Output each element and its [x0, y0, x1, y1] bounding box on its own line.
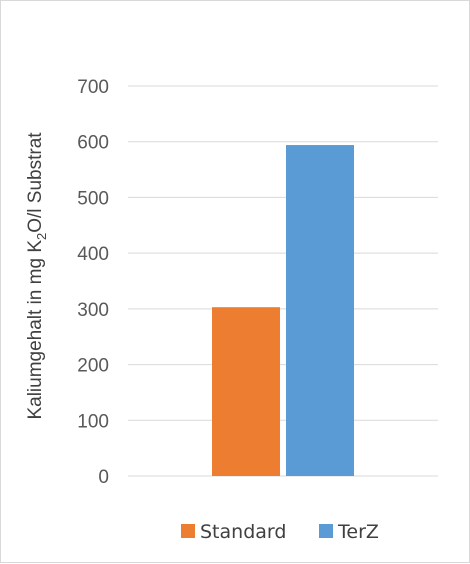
y-tick-label: 400 [77, 244, 109, 265]
y-tick-label: 100 [77, 411, 109, 432]
y-tick-label: 0 [98, 467, 109, 488]
legend-swatch-terz [319, 524, 333, 538]
bars [212, 145, 354, 477]
y-axis-title: Kaliumgehalt in mg K2O/l Substrat [25, 132, 49, 420]
bar-terz [286, 145, 354, 477]
legend: Standard TerZ [181, 521, 379, 543]
bar-standard [212, 307, 280, 476]
y-tick-label: 500 [77, 188, 109, 209]
y-tick-label: 300 [77, 300, 109, 321]
y-tick-labels: 0 100 200 300 400 500 600 700 [77, 77, 109, 488]
gridlines [128, 85, 438, 477]
legend-swatch-standard [181, 524, 195, 538]
legend-label-terz: TerZ [337, 521, 379, 543]
y-tick-label: 700 [77, 77, 109, 98]
legend-label-standard: Standard [200, 521, 286, 543]
y-tick-label: 200 [77, 356, 109, 377]
y-tick-label: 600 [77, 133, 109, 154]
